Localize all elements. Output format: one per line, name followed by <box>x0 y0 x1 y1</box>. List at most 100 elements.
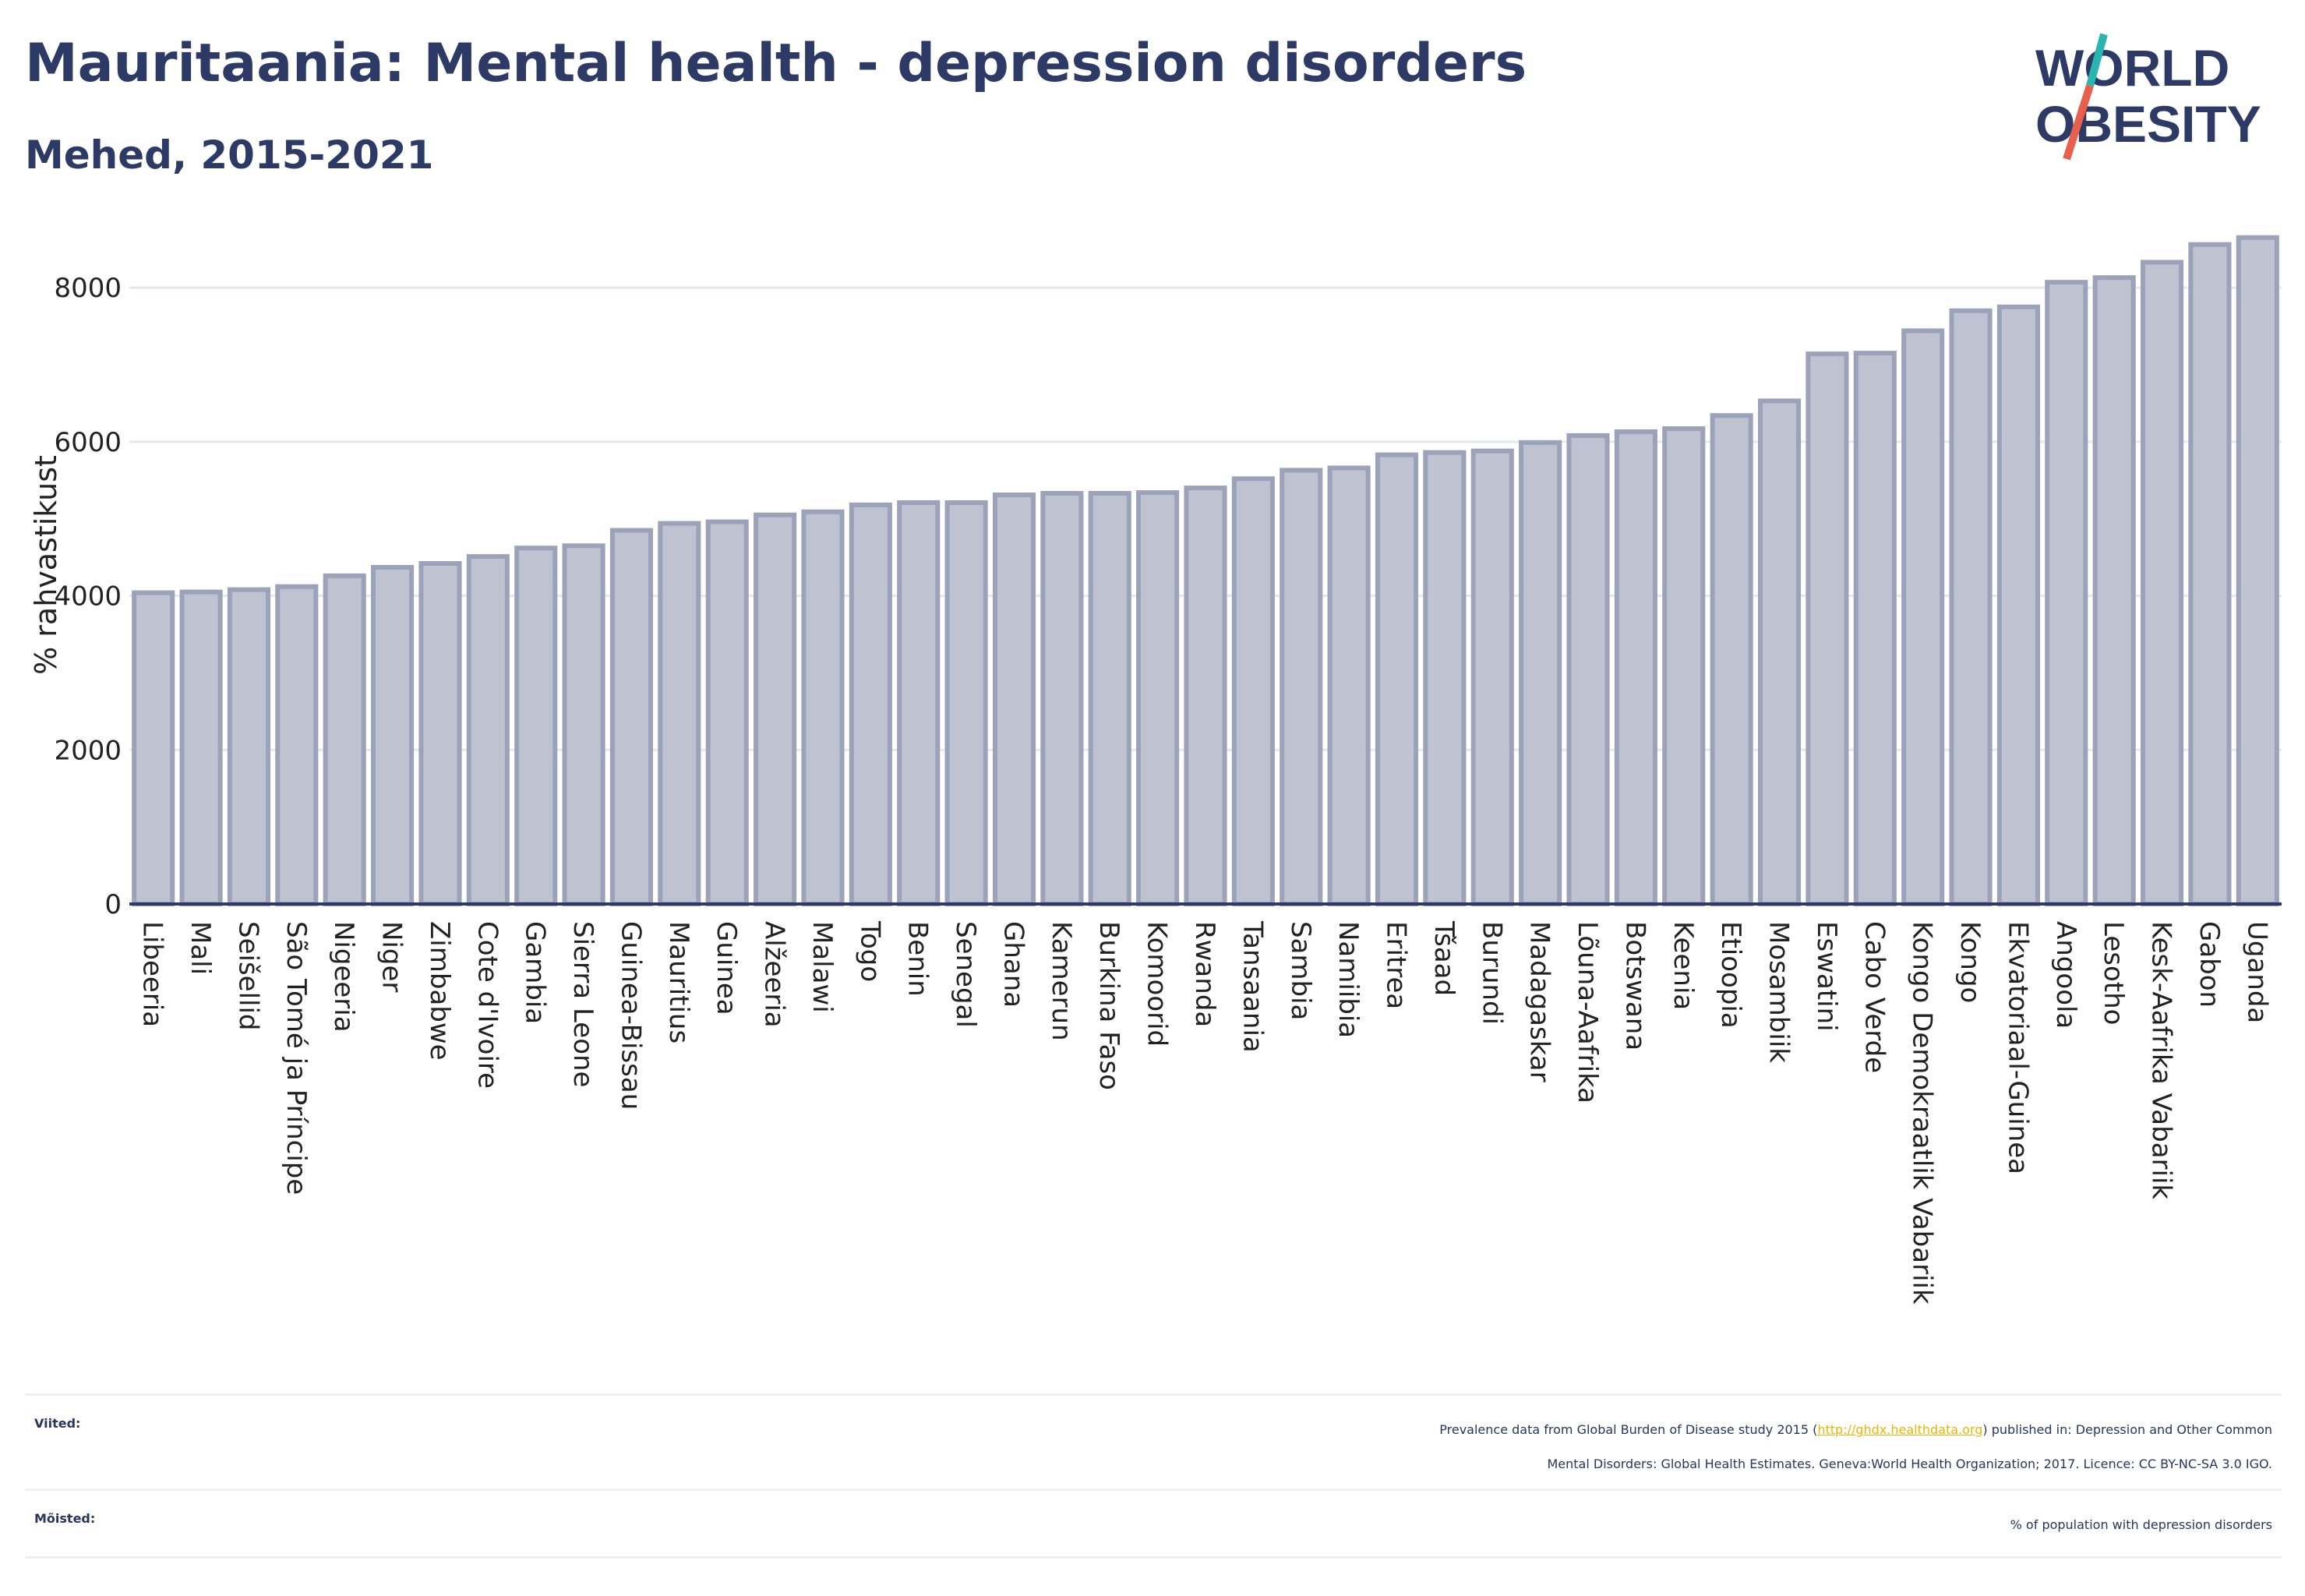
x-tick-label: Keenia <box>1668 921 1699 1010</box>
bar[interactable] <box>275 584 319 906</box>
x-tick-label: São Tomé ja Príncipe <box>281 921 312 1195</box>
bar[interactable] <box>849 502 892 906</box>
bar[interactable] <box>418 561 462 906</box>
bar[interactable] <box>2045 280 2088 906</box>
references-text: Prevalence data from Global Burden of Di… <box>1439 1413 2272 1481</box>
bar[interactable] <box>944 500 988 906</box>
definitions-label: Mõisted: <box>34 1511 96 1526</box>
x-tick-label: Lõuna-Aafrika <box>1572 921 1603 1103</box>
x-tick-label: Angoola <box>2050 921 2081 1029</box>
x-tick-label: Mauritius <box>663 921 694 1043</box>
bar[interactable] <box>1614 429 1657 906</box>
bar[interactable] <box>1375 452 1419 906</box>
x-tick-label: Namiibia <box>1333 921 1364 1038</box>
x-tick-label: Lesotho <box>2098 921 2129 1025</box>
x-tick-label: Alžeeria <box>759 921 790 1028</box>
bar[interactable] <box>1231 476 1275 906</box>
bar[interactable] <box>1088 491 1131 906</box>
bar[interactable] <box>1757 398 1802 906</box>
x-tick-label: Sambia <box>1285 921 1316 1020</box>
bar[interactable] <box>1566 433 1610 906</box>
bar[interactable] <box>1949 308 1993 906</box>
definitions-text: % of population with depression disorder… <box>2010 1517 2272 1532</box>
x-tick-label: Ghana <box>997 921 1029 1008</box>
bar[interactable] <box>1662 426 1706 906</box>
category-labels: Libeeria Mali Seišellid São Tomé ja Príncip… <box>137 920 2273 1305</box>
x-tick-label: Ekvatoriaal-Guinea <box>2002 921 2033 1174</box>
footer-definitions: Mõisted: % of population with depression… <box>25 1488 2282 1559</box>
x-tick-label: Kamerun <box>1046 921 1077 1041</box>
x-tick-label: Nigeeria <box>328 921 359 1033</box>
x-tick-label: Malawi <box>807 921 838 1013</box>
bar[interactable] <box>897 500 941 906</box>
bar[interactable] <box>1996 304 2040 906</box>
x-tick-label: Kongo Demokraatlik Vabariik <box>1907 921 1938 1305</box>
bar[interactable] <box>179 589 223 907</box>
bar[interactable] <box>2236 235 2279 907</box>
x-tick-label: Cote d'Ivoire <box>471 921 503 1089</box>
bar[interactable] <box>1901 328 1945 907</box>
references-label: Viited: <box>34 1416 81 1431</box>
bar[interactable] <box>2141 260 2184 907</box>
bar[interactable] <box>609 528 654 906</box>
x-tick-label: Madagaskar <box>1524 921 1555 1082</box>
bar[interactable] <box>466 554 510 906</box>
x-tick-label: Sierra Leone <box>567 921 598 1087</box>
svg-text:WORLD: WORLD <box>2035 39 2229 97</box>
y-tick-label: 4000 <box>54 581 122 613</box>
bar[interactable] <box>371 564 415 906</box>
x-tick-label: Rwanda <box>1189 921 1220 1027</box>
x-tick-label: Seišellid <box>232 921 263 1031</box>
bar[interactable] <box>1184 486 1227 906</box>
x-tick-label: Cabo Verde <box>1858 921 1890 1073</box>
x-tick-label: Gabon <box>2194 921 2225 1008</box>
bar[interactable] <box>801 509 845 907</box>
bar[interactable] <box>2092 275 2136 906</box>
bar[interactable] <box>658 521 701 906</box>
bar[interactable] <box>1327 465 1371 906</box>
bar[interactable] <box>1853 351 1897 906</box>
x-tick-label: Komoorid <box>1142 921 1173 1047</box>
x-tick-label: Guinea <box>711 921 742 1015</box>
x-tick-label: Senegal <box>950 921 981 1028</box>
bar[interactable] <box>562 543 605 907</box>
bar[interactable] <box>1280 468 1323 906</box>
x-tick-label: Libeeria <box>137 921 168 1027</box>
x-tick-label: Gambia <box>520 921 551 1024</box>
bar[interactable] <box>754 512 797 906</box>
references-text-1: Prevalence data from Global Burden of Di… <box>1439 1422 1818 1437</box>
bar[interactable] <box>1136 490 1180 906</box>
bar[interactable] <box>132 590 175 906</box>
x-tick-label: Benin <box>902 921 934 997</box>
bar[interactable] <box>1423 450 1467 906</box>
x-tick-label: Tansaania <box>1237 920 1268 1053</box>
x-tick-label: Mali <box>185 921 216 975</box>
bar[interactable] <box>514 546 558 906</box>
x-tick-label: Etioopia <box>1715 921 1746 1029</box>
bar[interactable] <box>323 573 366 906</box>
x-tick-label: Niger <box>376 921 408 992</box>
bar[interactable] <box>1806 351 1849 906</box>
x-tick-label: Kesk-Aafrika Vabariik <box>2146 921 2177 1199</box>
bar[interactable] <box>705 519 749 906</box>
bars <box>132 235 2279 907</box>
chart-subtitle: Mehed, 2015-2021 <box>25 132 434 178</box>
bar[interactable] <box>1470 448 1514 906</box>
bar[interactable] <box>2188 242 2232 906</box>
bar-chart: 0 2000 4000 6000 8000 Libeeria Mali Seišellid S… <box>29 235 2282 1305</box>
x-tick-label: Mosambiik <box>1763 921 1795 1063</box>
x-tick-label: Zimbabwe <box>424 921 455 1061</box>
bar[interactable] <box>227 587 270 906</box>
x-tick-label: Eswatini <box>1811 921 1842 1032</box>
references-link[interactable]: http://ghdx.healthdata.org <box>1817 1422 1983 1437</box>
y-tick-label: 8000 <box>54 273 122 304</box>
bar[interactable] <box>1040 491 1084 906</box>
footer-references: Viited: Prevalence data from Global Burd… <box>25 1393 2282 1491</box>
y-tick-label: 0 <box>104 889 122 920</box>
axes: 0 2000 4000 6000 8000 <box>54 273 2282 920</box>
bar[interactable] <box>992 493 1036 906</box>
y-tick-label: 6000 <box>54 427 122 458</box>
bar[interactable] <box>1710 413 1753 906</box>
bar[interactable] <box>1519 440 1562 906</box>
world-obesity-logo: WORLD OBESITY <box>2035 33 2261 161</box>
